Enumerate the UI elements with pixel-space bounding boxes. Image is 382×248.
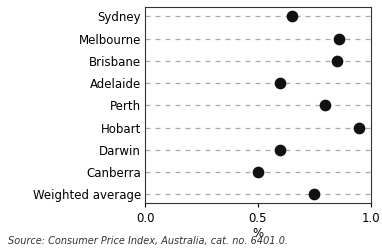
Point: [336, 37, 342, 41]
Point: [255, 170, 261, 174]
Text: Source: Consumer Price Index, Australia, cat. no. 6401.0.: Source: Consumer Price Index, Australia,…: [8, 236, 288, 246]
Point: [311, 192, 317, 196]
Point: [277, 81, 283, 85]
Point: [277, 148, 283, 152]
Point: [356, 126, 362, 130]
X-axis label: %: %: [252, 227, 264, 240]
Point: [289, 14, 295, 18]
Point: [322, 103, 329, 107]
Point: [334, 59, 340, 63]
